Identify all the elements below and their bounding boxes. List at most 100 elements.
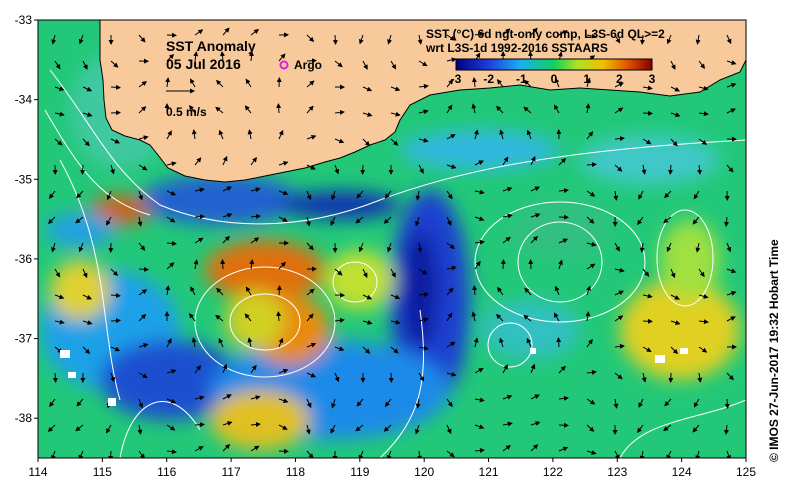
current-arrow-icon <box>698 85 709 91</box>
current-arrow-icon <box>330 424 336 434</box>
current-arrow-icon <box>52 372 58 383</box>
current-arrow-icon <box>278 368 289 374</box>
current-arrow-icon <box>556 337 562 348</box>
current-arrow-icon <box>334 164 340 175</box>
current-arrow-icon <box>670 138 678 147</box>
argo-label: Argo <box>294 58 322 72</box>
current-arrow-icon <box>698 138 708 145</box>
missing-data <box>60 348 688 406</box>
current-arrow-icon <box>166 130 172 140</box>
current-arrow-icon <box>138 34 146 43</box>
current-arrow-icon <box>356 398 364 407</box>
current-arrow-icon <box>138 81 148 88</box>
current-arrow-icon <box>80 164 86 175</box>
current-arrow-icon <box>418 60 428 67</box>
current-arrow-icon <box>218 337 224 348</box>
current-arrow-icon <box>473 129 479 140</box>
argo-marker-icon <box>279 60 289 70</box>
current-arrow-icon <box>641 372 647 383</box>
current-arrow-icon <box>558 365 566 374</box>
current-arrow-icon <box>49 398 56 408</box>
current-arrow-icon <box>663 424 672 432</box>
current-arrow-icon <box>191 129 197 140</box>
current-arrow-icon <box>76 398 84 407</box>
current-arrow-icon <box>666 242 672 253</box>
current-arrow-icon <box>166 398 177 404</box>
current-arrow-icon <box>500 259 506 270</box>
current-arrow-icon <box>110 346 121 352</box>
current-arrow-icon <box>638 190 644 200</box>
current-arrow-icon <box>166 262 175 270</box>
x-tick-label: 123 <box>607 465 627 479</box>
current-arrow-icon <box>637 216 644 226</box>
current-arrow-icon <box>250 445 260 452</box>
current-arrow-icon <box>219 51 225 62</box>
current-arrow-icon <box>530 363 536 374</box>
current-arrow-icon <box>334 346 345 352</box>
current-arrow-icon <box>695 242 701 253</box>
current-arrow-icon <box>446 450 455 458</box>
current-arrow-icon <box>724 216 729 227</box>
current-arrow-icon <box>82 86 93 92</box>
current-arrow-icon <box>244 105 252 114</box>
current-arrow-icon <box>638 398 644 408</box>
current-arrow-icon <box>474 424 485 430</box>
current-arrow-icon <box>415 424 420 435</box>
current-arrow-icon <box>47 216 56 225</box>
current-arrow-icon <box>110 138 121 144</box>
scale-vector: 0.5 m/s <box>166 88 207 119</box>
current-arrow-icon <box>278 216 288 222</box>
current-arrow-icon <box>554 285 560 296</box>
current-arrow-icon <box>278 337 284 348</box>
current-arrow-icon <box>558 158 567 166</box>
current-arrow-icon <box>530 27 538 36</box>
colorbar-tick-label: 0 <box>551 72 558 86</box>
sst-field <box>38 20 746 458</box>
current-arrow-icon <box>692 424 700 433</box>
current-arrow-icon <box>249 51 254 62</box>
current-arrow-icon <box>417 242 423 253</box>
current-arrow-icon <box>499 337 504 348</box>
current-arrow-icon <box>194 29 204 36</box>
current-arrow-icon <box>642 346 652 352</box>
current-arrow-icon <box>502 186 513 192</box>
current-arrow-icon <box>693 190 700 200</box>
current-arrow-icon <box>614 82 624 88</box>
current-arrow-icon <box>558 238 569 244</box>
current-arrow-icon <box>724 398 730 409</box>
current-arrow-icon <box>306 242 314 251</box>
current-arrow-icon <box>530 394 540 400</box>
current-arrow-icon <box>666 34 672 45</box>
current-arrow-icon <box>278 261 286 270</box>
current-arrow-icon <box>723 424 729 435</box>
current-arrow-icon <box>191 337 197 348</box>
x-tick-label: 120 <box>414 465 434 479</box>
current-arrow-icon <box>137 424 143 435</box>
current-arrow-icon <box>526 337 532 348</box>
current-arrow-icon <box>194 187 205 193</box>
current-arrow-icon <box>54 60 61 70</box>
current-arrow-icon <box>278 161 289 166</box>
current-arrow-icon <box>110 84 121 90</box>
map-title: SST Anomaly <box>166 38 256 54</box>
current-arrow-icon <box>668 164 674 175</box>
current-arrow-icon <box>586 162 597 168</box>
current-arrow-icon <box>558 30 568 36</box>
current-arrow-icon <box>418 268 428 275</box>
current-arrow-icon <box>698 111 709 117</box>
current-arrow-icon <box>471 103 477 114</box>
x-tick-label: 115 <box>93 465 112 479</box>
current-arrow-icon <box>383 216 392 224</box>
current-arrow-icon <box>418 109 429 115</box>
current-arrow-icon <box>726 372 734 381</box>
current-arrow-icon <box>502 156 509 166</box>
current-arrow-icon <box>614 34 621 44</box>
current-arrow-icon <box>138 106 147 114</box>
current-arrow-icon <box>332 34 338 45</box>
current-arrow-icon <box>446 312 453 322</box>
current-arrow-icon <box>698 346 708 353</box>
current-arrow-icon <box>222 235 230 244</box>
current-arrow-icon <box>250 421 261 427</box>
current-arrow-icon <box>82 268 88 279</box>
current-arrow-icon <box>106 216 112 226</box>
